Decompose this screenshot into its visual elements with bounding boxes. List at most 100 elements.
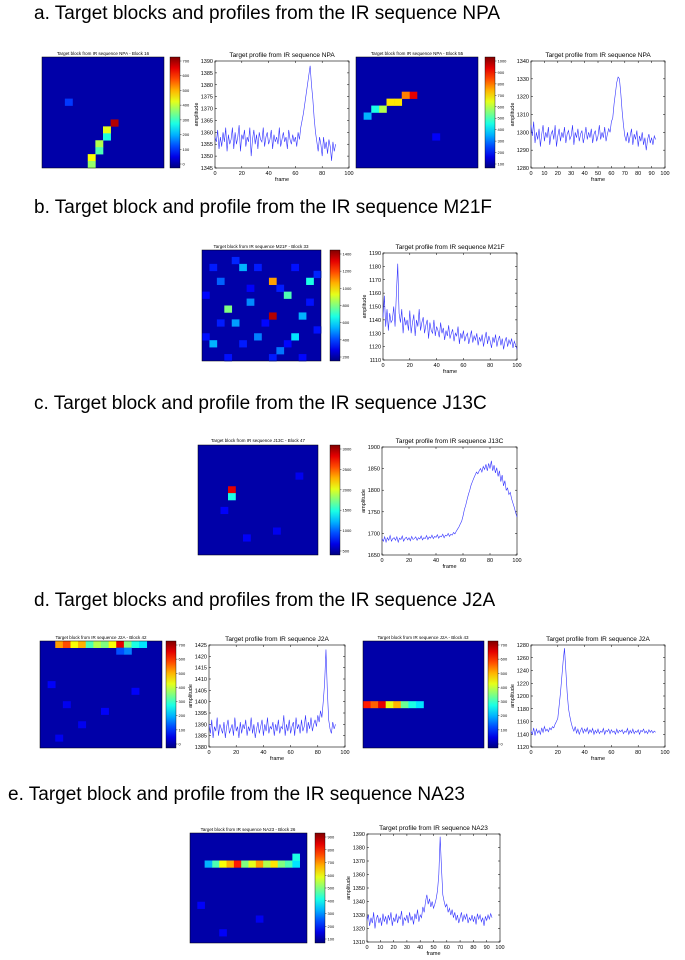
section-1-profile-0-ytick-label: 1130 xyxy=(369,331,381,337)
section-3-block-1-hot-cell xyxy=(363,701,371,709)
section-3-profile-0-ytick-label: 1390 xyxy=(195,722,207,728)
section-3-block-0-colorbar-label: 600 xyxy=(179,657,186,662)
section-0-block-0-hot-cell xyxy=(103,133,111,141)
section-3-profile-1-ytick-label: 1180 xyxy=(517,707,529,713)
section-0-block-1-frame xyxy=(355,56,479,169)
section-3-profile-0-xtick-label: 80 xyxy=(315,750,321,756)
section-1-block-0-colorbar-label: 1200 xyxy=(343,269,353,274)
section-1-block-0-noise-cell xyxy=(224,354,233,362)
section-2-block-0-colorbar xyxy=(329,444,341,556)
section-1-block-0-hot-cell xyxy=(254,333,262,341)
section-1-profile-0-ytick-label: 1120 xyxy=(369,345,381,351)
section-4-block-0-hot-cell xyxy=(285,860,293,868)
section-1-profile-0-axes xyxy=(382,252,518,361)
section-1-block-0-hot-cell xyxy=(298,312,307,320)
section-b-heading: b. Target block and profile from the IR … xyxy=(34,197,493,218)
section-0-profile-0-xtick-label: 40 xyxy=(266,171,272,177)
section-3-block-0-hot-cell xyxy=(123,647,132,655)
section-3-block-1-background xyxy=(363,641,484,748)
section-3-block-0-hot-cell xyxy=(78,641,87,648)
section-3-profile-0-ytick-label: 1415 xyxy=(195,666,207,672)
section-3-block-1-frame xyxy=(362,640,485,749)
section-1-profile-0-ytick-label: 1160 xyxy=(369,291,381,297)
section-0-block-1-colorbar xyxy=(484,56,496,169)
section-4-profile-0-ytick-label: 1310 xyxy=(353,940,365,946)
section-2-block-0-colorbar-label: 2500 xyxy=(343,467,353,472)
section-4-block-0: Target block from IR sequence NA23 - Blo… xyxy=(189,827,335,944)
section-2-profile-0-axes xyxy=(381,446,518,556)
section-3-profile-1: Target profile from IR sequence J2A 0 20 40… xyxy=(510,636,670,762)
section-0-profile-0-xtick-label: 20 xyxy=(239,171,245,177)
section-4-block-0-hot-cell xyxy=(219,860,227,868)
section-1-block-0-noise-cell xyxy=(291,263,299,272)
section-0-block-0-title: Target block from IR sequence NPA - Bloc… xyxy=(57,51,150,56)
section-0-profile-0-xtick-label: 0 xyxy=(213,171,216,177)
section-4-block-0-hot-cell xyxy=(241,860,249,868)
section-4-block-0-colorbar-label: 600 xyxy=(328,873,335,878)
section-4-profile-0-xtick-label: 100 xyxy=(495,945,504,951)
section-4-block-0-hot-cell xyxy=(226,860,235,868)
section-2-profile-0-xtick-label: 0 xyxy=(380,558,383,564)
section-0-profile-1-xtick-label: 60 xyxy=(608,171,614,177)
section-4-block-0-colorbar-label: 100 xyxy=(328,937,335,942)
section-3-block-0-colorbar-label: 200 xyxy=(179,713,186,718)
section-4-profile-0-ytick-label: 1370 xyxy=(353,859,365,865)
section-1-block-0-colorbar-label: 400 xyxy=(343,337,350,342)
section-3-block-0-colorbar-label: 300 xyxy=(179,699,186,704)
section-3-profile-1-ytick-label: 1160 xyxy=(517,720,529,726)
section-2-profile-0-ytick-label: 1850 xyxy=(368,467,380,473)
section-0-block-0-colorbar-label: 200 xyxy=(183,132,190,137)
section-0-profile-0-title: Target profile from IR sequence NPA xyxy=(229,52,335,59)
section-1-block-0-hot-cell xyxy=(291,333,299,341)
section-0-profile-1-xtick-label: 40 xyxy=(582,171,588,177)
section-4-block-0-colorbar-label: 700 xyxy=(328,860,335,865)
section-1-block-0-noise-cell xyxy=(246,284,255,292)
section-3-block-0-hot-cell xyxy=(116,647,125,655)
section-4-block-0-background xyxy=(190,833,307,943)
section-4-block-0-noise-cell xyxy=(197,901,205,909)
section-4-block-0-colorbar-label: 200 xyxy=(328,924,335,929)
section-2-block-0-frame xyxy=(197,444,319,556)
section-0-block-1-hot-cell xyxy=(386,98,395,106)
section-4-profile-0-series-line xyxy=(366,836,493,929)
section-3-profile-0-ytick-label: 1405 xyxy=(195,688,207,694)
section-0-block-0-colorbar-label: 100 xyxy=(183,147,190,152)
section-1-block-0-hot-cell xyxy=(268,277,277,285)
section-0-profile-1-xtick-label: 80 xyxy=(635,171,641,177)
section-0-profile-0-xtick-label: 60 xyxy=(292,171,298,177)
section-0-profile-0-ytick-label: 1350 xyxy=(201,154,213,160)
section-3-profile-0-xtick-label: 60 xyxy=(288,750,294,756)
section-0-block-0-colorbar xyxy=(169,56,181,169)
section-3-block-1-colorbar-label: 0 xyxy=(501,742,504,747)
section-4-block-0-hot-cell xyxy=(292,853,300,861)
section-3-profile-0-ytick-label: 1410 xyxy=(195,677,207,683)
section-1-block-0: Target block from IR sequence M21F - Blo… xyxy=(201,244,353,362)
section-c-heading: c. Target block and profile from the IR … xyxy=(34,393,487,414)
section-2-profile-0-ytick-label: 1800 xyxy=(368,488,380,494)
section-4-block-0-hot-cell xyxy=(204,860,213,868)
section-3-block-0-hot-cell xyxy=(123,641,132,648)
section-0-profile-1-ylabel: amplitude xyxy=(510,103,516,127)
section-4-block-0-hot-cell xyxy=(263,860,271,868)
section-1-profile-0-xtick-label: 0 xyxy=(381,363,384,369)
section-3-profile-1-xtick-label: 80 xyxy=(635,750,641,756)
section-3-profile-0-ytick-label: 1425 xyxy=(195,643,207,649)
section-3-block-0-noise-cell xyxy=(55,734,64,742)
section-0-profile-0-axes xyxy=(214,60,350,169)
section-2-profile-0-xtick-label: 100 xyxy=(512,558,521,564)
section-0-block-0-colorbar-label: 0 xyxy=(183,162,186,167)
section-1-block-0-noise-cell xyxy=(216,319,225,327)
section-4-profile-0-ytick-label: 1330 xyxy=(353,913,365,919)
section-0-block-1-colorbar-label: 300 xyxy=(498,139,505,144)
section-4-profile-0-xtick-label: 80 xyxy=(470,945,476,951)
section-4-block-0-colorbar-label: 300 xyxy=(328,911,335,916)
section-1-block-0-noise-cell xyxy=(298,354,307,362)
section-3-block-1-colorbar-label: 100 xyxy=(501,727,508,732)
section-3-block-0-colorbar xyxy=(165,640,177,749)
section-1-profile-0-xlabel: frame xyxy=(443,369,457,375)
section-1-block-0-noise-cell xyxy=(306,298,314,306)
section-0-profile-0-ytick-label: 1380 xyxy=(201,83,213,89)
section-1-profile-0-ytick-label: 1180 xyxy=(369,264,381,270)
section-0-block-0-hot-cell xyxy=(95,147,104,155)
section-a-heading: a. Target blocks and profiles from the I… xyxy=(34,3,501,24)
